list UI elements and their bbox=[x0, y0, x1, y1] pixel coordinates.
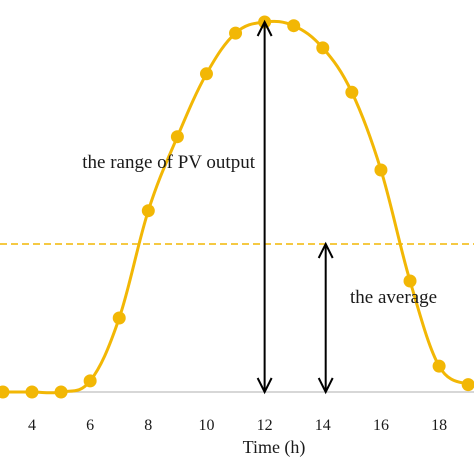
data-point bbox=[345, 85, 359, 99]
data-point bbox=[141, 204, 155, 218]
x-axis-title: Time (h) bbox=[243, 437, 306, 458]
x-tick-label: 12 bbox=[257, 417, 273, 434]
data-point bbox=[229, 26, 243, 40]
data-point bbox=[461, 378, 474, 392]
data-point bbox=[287, 19, 301, 33]
data-point bbox=[170, 130, 184, 144]
series-line bbox=[0, 19, 469, 395]
data-point bbox=[403, 274, 417, 288]
data-point bbox=[199, 67, 213, 81]
data-point bbox=[374, 163, 388, 177]
x-axis: 4 6 8 10 12 14 16 18 bbox=[0, 391, 474, 434]
x-tick-label: 4 bbox=[28, 417, 36, 434]
x-tick-label: 10 bbox=[198, 417, 214, 434]
x-tick-label: 8 bbox=[144, 417, 152, 434]
range-annotation: the range of PV output bbox=[82, 152, 255, 173]
x-tick-label: 6 bbox=[86, 417, 94, 434]
data-point bbox=[112, 311, 126, 325]
annotation-layer: the range of PV output the average bbox=[82, 19, 437, 395]
data-point bbox=[54, 385, 68, 399]
average-annotation: the average bbox=[350, 287, 437, 308]
x-tick-label: 14 bbox=[315, 417, 331, 434]
x-tick-label: 18 bbox=[431, 417, 447, 434]
data-point bbox=[25, 385, 39, 399]
data-point bbox=[432, 359, 446, 373]
average-arrow bbox=[317, 241, 334, 395]
series-layer bbox=[0, 15, 474, 399]
range-arrow bbox=[256, 19, 273, 395]
data-point bbox=[0, 385, 10, 399]
x-tick-label: 16 bbox=[373, 417, 389, 434]
data-point bbox=[83, 374, 97, 388]
data-point bbox=[316, 41, 330, 55]
